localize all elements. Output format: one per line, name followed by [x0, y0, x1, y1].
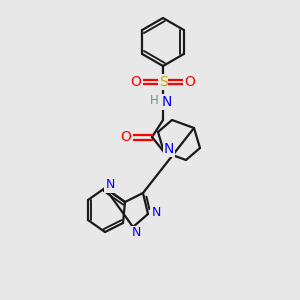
Text: H: H — [150, 94, 158, 107]
Text: N: N — [131, 226, 141, 239]
Text: N: N — [164, 142, 174, 156]
Text: O: O — [121, 130, 131, 144]
Text: N: N — [105, 178, 115, 191]
Text: O: O — [184, 75, 195, 89]
Text: S: S — [159, 75, 167, 89]
Text: N: N — [151, 206, 161, 220]
Text: O: O — [130, 75, 141, 89]
Text: N: N — [162, 95, 172, 109]
